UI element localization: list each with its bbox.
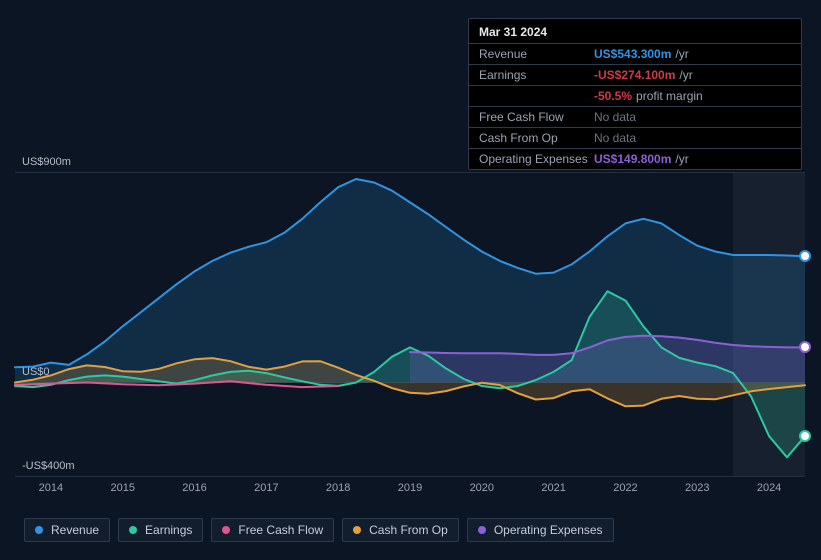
gridline — [15, 476, 805, 477]
x-axis-label: 2020 — [462, 482, 502, 494]
tooltip-nodata: No data — [594, 110, 636, 124]
legend-item-operating-expenses[interactable]: Operating Expenses — [467, 518, 614, 542]
y-axis-label: -US$400m — [22, 460, 75, 472]
tooltip-row: RevenueUS$543.300m/yr — [469, 44, 801, 65]
series-end-marker-earnings — [799, 430, 811, 442]
legend-dot — [222, 526, 230, 534]
legend-dot — [353, 526, 361, 534]
tooltip-row: Earnings-US$274.100m/yr — [469, 65, 801, 86]
x-axis-label: 2022 — [605, 482, 645, 494]
tooltip-label: Operating Expenses — [479, 152, 594, 166]
legend-dot — [129, 526, 137, 534]
legend-label: Revenue — [51, 523, 99, 537]
tooltip-sub-suffix: profit margin — [636, 89, 703, 103]
legend-item-earnings[interactable]: Earnings — [118, 518, 203, 542]
chart-x-axis: 2014 2015 2016 2017 2018 2019 2020 2021 2022 2023… — [15, 482, 805, 500]
tooltip-label: Earnings — [479, 68, 594, 82]
tooltip-subrow: -50.5% profit margin — [469, 86, 801, 107]
tooltip-suffix: /yr — [675, 152, 688, 166]
legend-label: Free Cash Flow — [238, 523, 323, 537]
x-axis-label: 2018 — [318, 482, 358, 494]
chart-container: Mar 31 2024 RevenueUS$543.300m/yrEarning… — [0, 0, 821, 560]
legend-item-revenue[interactable]: Revenue — [24, 518, 110, 542]
tooltip-value: US$149.800m — [594, 152, 671, 166]
x-axis-label: 2015 — [103, 482, 143, 494]
legend-label: Cash From Op — [369, 523, 448, 537]
tooltip-value: -US$274.100m — [594, 68, 675, 82]
tooltip-label: Free Cash Flow — [479, 110, 594, 124]
x-axis-label: 2019 — [390, 482, 430, 494]
x-axis-label: 2021 — [534, 482, 574, 494]
legend-dot — [478, 526, 486, 534]
x-axis-label: 2024 — [749, 482, 789, 494]
legend-label: Earnings — [145, 523, 192, 537]
tooltip-nodata: No data — [594, 131, 636, 145]
tooltip-sub-value: -50.5% — [594, 89, 632, 103]
tooltip-row: Cash From OpNo data — [469, 128, 801, 149]
tooltip-row: Free Cash FlowNo data — [469, 107, 801, 128]
x-axis-label: 2017 — [246, 482, 286, 494]
chart-tooltip: Mar 31 2024 RevenueUS$543.300m/yrEarning… — [468, 18, 802, 170]
tooltip-date: Mar 31 2024 — [469, 19, 801, 44]
tooltip-label: Cash From Op — [479, 131, 594, 145]
x-axis-label: 2014 — [31, 482, 71, 494]
legend-item-free-cash-flow[interactable]: Free Cash Flow — [211, 518, 334, 542]
x-axis-label: 2023 — [677, 482, 717, 494]
tooltip-suffix: /yr — [679, 68, 692, 82]
legend-item-cash-from-op[interactable]: Cash From Op — [342, 518, 459, 542]
legend-dot — [35, 526, 43, 534]
series-end-marker-opex — [799, 341, 811, 353]
y-axis-label: US$900m — [22, 156, 71, 168]
chart-legend: Revenue Earnings Free Cash Flow Cash From O… — [24, 518, 614, 542]
tooltip-suffix: /yr — [675, 47, 688, 61]
chart-svg — [15, 172, 805, 476]
legend-label: Operating Expenses — [494, 523, 603, 537]
y-axis-label: US$0 — [22, 366, 50, 378]
tooltip-row: Operating ExpensesUS$149.800m/yr — [469, 149, 801, 169]
x-axis-label: 2016 — [175, 482, 215, 494]
tooltip-label: Revenue — [479, 47, 594, 61]
series-end-marker-revenue — [799, 250, 811, 262]
tooltip-value: US$543.300m — [594, 47, 671, 61]
